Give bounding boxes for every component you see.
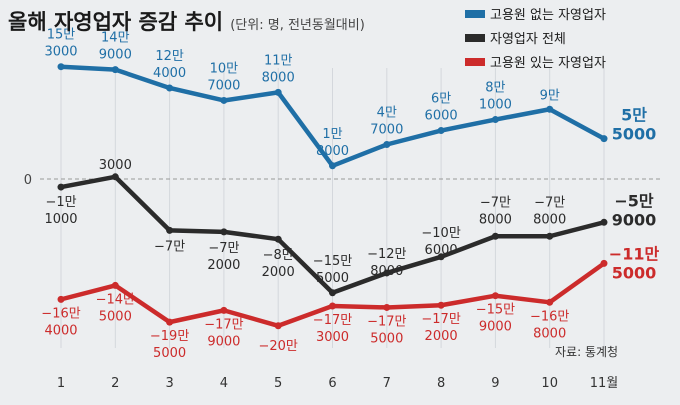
data-label: 11만 8000 bbox=[262, 53, 295, 85]
data-label: −8만 2000 bbox=[262, 248, 295, 280]
data-point bbox=[166, 84, 174, 92]
legend: 고용원 없는 자영업자 자영업자 전체 고용원 있는 자영업자 bbox=[465, 3, 674, 75]
data-point bbox=[491, 292, 499, 300]
data-point bbox=[220, 306, 228, 314]
data-point bbox=[274, 88, 282, 96]
data-label: −16만 4000 bbox=[41, 306, 80, 338]
data-label: −14만 5000 bbox=[96, 292, 135, 324]
legend-label-with-employee: 고용원 있는 자영업자 bbox=[490, 56, 606, 71]
x-tick-label: 8 bbox=[437, 376, 445, 391]
data-point bbox=[57, 183, 65, 191]
data-point bbox=[546, 298, 554, 306]
legend-label-no-employee: 고용원 없는 자영업자 bbox=[490, 8, 606, 23]
source-note: 자료: 통계청 bbox=[555, 345, 619, 359]
data-point bbox=[274, 235, 282, 243]
legend-item-no-employee: 고용원 없는 자영업자 bbox=[465, 3, 674, 24]
legend-swatch-with-employee bbox=[465, 57, 485, 66]
data-label: −17만 9000 bbox=[204, 317, 243, 349]
title-area: 올해 자영업자 증감 추이 (단위: 명, 전년동월대비) bbox=[8, 6, 365, 36]
x-tick-label: 5 bbox=[274, 376, 282, 391]
data-point bbox=[491, 116, 499, 124]
data-label: 15만 3000 bbox=[44, 28, 77, 60]
legend-item-with-employee: 고용원 있는 자영업자 bbox=[465, 51, 674, 72]
data-label: −7만 2000 bbox=[207, 241, 240, 273]
data-label: −15만 9000 bbox=[476, 303, 515, 335]
data-point bbox=[600, 218, 608, 226]
data-point bbox=[491, 232, 499, 240]
data-point bbox=[329, 289, 336, 297]
x-tick-label: 11월 bbox=[590, 376, 619, 391]
data-point bbox=[111, 281, 119, 289]
chart-title: 올해 자영업자 증감 추이 bbox=[8, 10, 224, 34]
data-label: −7만 8000 bbox=[479, 195, 512, 227]
zero-tick-label: 0 bbox=[24, 173, 32, 188]
data-point bbox=[600, 259, 608, 267]
data-point bbox=[111, 66, 119, 74]
data-label: 6만 6000 bbox=[425, 92, 458, 124]
data-point bbox=[57, 295, 65, 303]
data-label: −17만 3000 bbox=[313, 313, 352, 345]
legend-item-total: 자영업자 전체 bbox=[465, 27, 674, 48]
data-point bbox=[329, 162, 336, 170]
x-tick-label: 10 bbox=[541, 376, 558, 391]
data-label: 9만 bbox=[540, 88, 560, 103]
data-point bbox=[166, 226, 174, 234]
x-tick-label: 1 bbox=[57, 376, 65, 391]
data-point bbox=[546, 105, 554, 113]
data-label: 5만 5000 bbox=[612, 106, 657, 144]
data-label: −12만 8000 bbox=[367, 247, 406, 279]
data-label: −17만 5000 bbox=[367, 314, 406, 346]
x-tick-label: 4 bbox=[220, 376, 228, 391]
x-tick-label: 2 bbox=[111, 376, 119, 391]
data-point bbox=[600, 135, 608, 143]
data-label: −7만 8000 bbox=[533, 195, 566, 227]
data-label: −10만 6000 bbox=[421, 226, 460, 258]
x-tick-label: 6 bbox=[328, 376, 336, 391]
data-label: 4만 7000 bbox=[370, 106, 403, 138]
data-label: 1만 8000 bbox=[316, 127, 349, 159]
x-tick-label: 7 bbox=[383, 376, 391, 391]
data-point bbox=[220, 96, 228, 104]
data-point bbox=[274, 322, 282, 330]
data-point bbox=[383, 269, 391, 277]
data-point bbox=[437, 127, 445, 135]
unit-note: (단위: 명, 전년동월대비) bbox=[230, 18, 365, 33]
data-point bbox=[546, 232, 554, 240]
data-label: 14만 9000 bbox=[99, 31, 132, 63]
data-point bbox=[111, 173, 119, 181]
data-label: −7만 bbox=[154, 239, 185, 254]
data-label: 12만 4000 bbox=[153, 49, 186, 81]
x-tick-label: 9 bbox=[491, 376, 499, 391]
data-label: −11만 5000 bbox=[609, 244, 660, 282]
data-label: −16만 8000 bbox=[530, 309, 569, 341]
data-label: −20만 bbox=[258, 339, 297, 354]
data-point bbox=[166, 318, 174, 326]
data-point bbox=[383, 141, 391, 149]
data-label: −1만 1000 bbox=[44, 195, 77, 227]
x-tick-label: 3 bbox=[165, 376, 173, 391]
legend-swatch-no-employee bbox=[465, 9, 485, 18]
data-label: −19만 5000 bbox=[150, 329, 189, 361]
data-point bbox=[383, 303, 391, 311]
data-label: 10만 7000 bbox=[207, 61, 240, 93]
data-point bbox=[329, 302, 336, 310]
data-label: −17만 2000 bbox=[421, 312, 460, 344]
legend-swatch-total bbox=[465, 33, 485, 42]
data-point bbox=[437, 253, 445, 261]
data-label: 3000 bbox=[99, 158, 132, 173]
data-point bbox=[57, 63, 65, 71]
data-label: −5만 9000 bbox=[612, 191, 657, 229]
data-point bbox=[437, 301, 445, 309]
data-label: 8만 1000 bbox=[479, 81, 512, 113]
legend-label-total: 자영업자 전체 bbox=[490, 32, 566, 47]
data-label: −15만 5000 bbox=[313, 254, 352, 286]
data-point bbox=[220, 228, 228, 236]
